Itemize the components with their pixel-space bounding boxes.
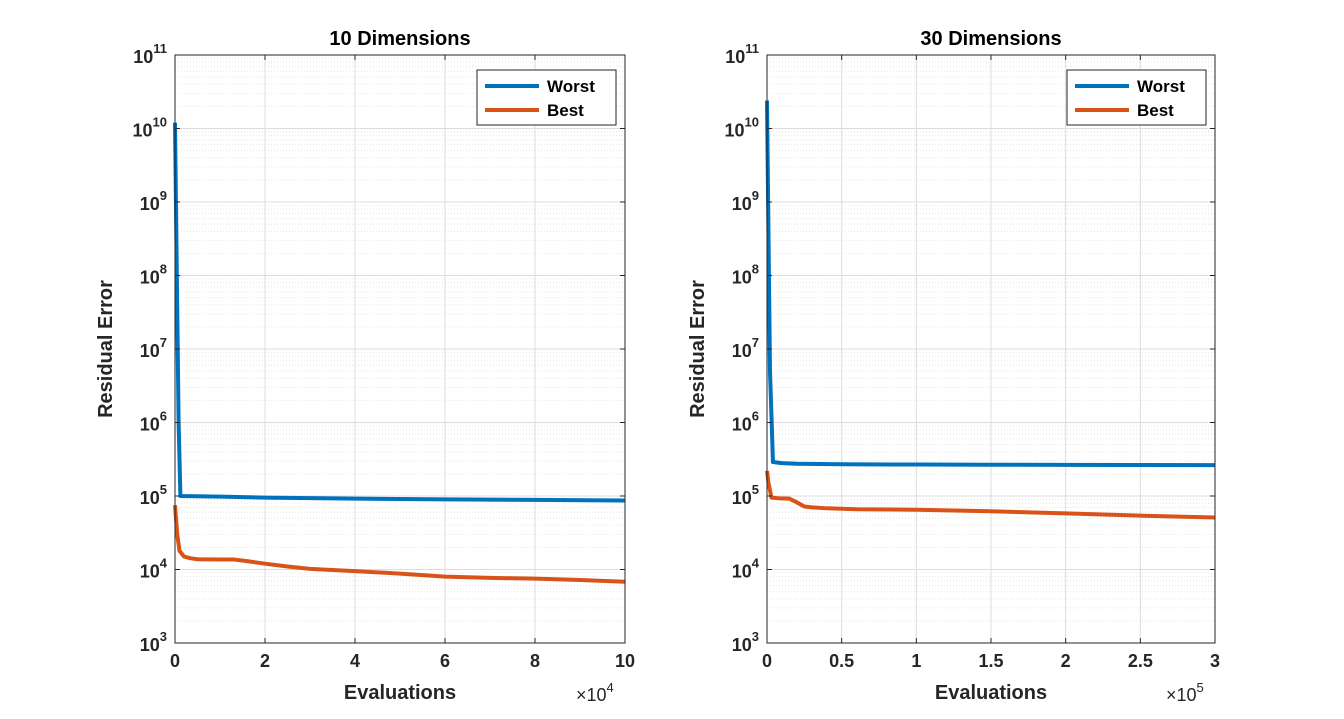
- x-tick-label: 3: [1210, 651, 1220, 671]
- y-tick-label: 105: [732, 482, 759, 508]
- y-axis-label: Residual Error: [95, 280, 117, 418]
- x-axis-multiplier: ×105: [1166, 680, 1204, 705]
- x-axis-label: Evaluations: [344, 682, 456, 704]
- y-tick-base: 10: [133, 47, 153, 67]
- y-tick-exponent: 10: [745, 115, 759, 130]
- y-tick-label: 106: [140, 409, 167, 435]
- legend-label-worst: Worst: [1137, 77, 1185, 96]
- chart-title: 10 Dimensions: [329, 28, 470, 50]
- x-tick-label: 6: [440, 651, 450, 671]
- y-axis-label: Residual Error: [687, 280, 709, 418]
- x-tick-label: 10: [615, 651, 635, 671]
- x-multiplier-exponent: 4: [607, 680, 614, 695]
- y-tick-label: 109: [140, 188, 167, 214]
- grid: [174, 54, 626, 644]
- y-tick-exponent: 8: [752, 262, 759, 277]
- y-tick-base: 10: [732, 562, 752, 582]
- y-tick-base: 10: [732, 194, 752, 214]
- y-tick-label: 103: [732, 629, 759, 655]
- y-tick-exponent: 5: [160, 482, 167, 497]
- y-tick-exponent: 7: [160, 335, 167, 350]
- legend-label-best: Best: [1137, 101, 1174, 120]
- y-tick-label: 105: [140, 482, 167, 508]
- x-multiplier-exponent: 5: [1197, 680, 1204, 695]
- y-tick-exponent: 5: [752, 482, 759, 497]
- y-tick-base: 10: [732, 635, 752, 655]
- x-tick-label: 8: [530, 651, 540, 671]
- x-multiplier-base: ×10: [576, 685, 607, 705]
- y-tick-exponent: 3: [752, 629, 759, 644]
- y-tick-base: 10: [140, 341, 160, 361]
- y-tick-label: 108: [140, 262, 167, 288]
- y-tick-label: 1011: [133, 41, 167, 67]
- y-tick-exponent: 6: [160, 409, 167, 424]
- y-tick-label: 107: [140, 335, 167, 361]
- y-tick-label: 1010: [725, 115, 760, 141]
- y-tick-base: 10: [140, 194, 160, 214]
- y-tick-exponent: 8: [160, 262, 167, 277]
- y-tick-base: 10: [725, 121, 745, 141]
- x-tick-label: 4: [350, 651, 360, 671]
- y-tick-base: 10: [732, 415, 752, 435]
- y-tick-base: 10: [140, 268, 160, 288]
- y-tick-base: 10: [140, 415, 160, 435]
- y-tick-label: 104: [732, 556, 760, 582]
- series-line-worst: [173, 122, 626, 503]
- x-tick-label: 2: [1061, 651, 1071, 671]
- y-tick-exponent: 4: [160, 556, 168, 571]
- x-tick-label: 2: [260, 651, 270, 671]
- y-tick-exponent: 11: [745, 41, 759, 56]
- y-tick-exponent: 10: [153, 115, 167, 130]
- legend-box: [1066, 69, 1207, 126]
- y-tick-base: 10: [732, 341, 752, 361]
- y-tick-base: 10: [732, 268, 752, 288]
- y-tick-base: 10: [133, 121, 153, 141]
- y-tick-label: 106: [732, 409, 759, 435]
- y-tick-base: 10: [140, 488, 160, 508]
- series-line-best: [173, 505, 626, 584]
- x-tick-label: 1.5: [978, 651, 1003, 671]
- x-tick-label: 0.5: [829, 651, 854, 671]
- legend-label-best: Best: [547, 101, 584, 120]
- y-tick-exponent: 7: [752, 335, 759, 350]
- y-tick-base: 10: [732, 488, 752, 508]
- y-tick-base: 10: [140, 562, 160, 582]
- y-tick-label: 1010: [133, 115, 168, 141]
- y-tick-label: 109: [732, 188, 759, 214]
- legend-label-worst: Worst: [547, 77, 595, 96]
- y-tick-base: 10: [725, 47, 745, 67]
- x-tick-label: 0: [170, 651, 180, 671]
- y-tick-label: 107: [732, 335, 759, 361]
- x-tick-label: 0: [762, 651, 772, 671]
- chart-2: 0 0.5 1 1.5 2 2.5 3103104105106107108109101010…: [687, 28, 1220, 705]
- series-line-best: [765, 470, 1216, 520]
- y-tick-base: 10: [140, 635, 160, 655]
- y-tick-exponent: 4: [752, 556, 760, 571]
- y-tick-exponent: 6: [752, 409, 759, 424]
- x-axis-multiplier: ×104: [576, 680, 614, 705]
- y-tick-label: 108: [732, 262, 759, 288]
- y-tick-label: 1011: [725, 41, 759, 67]
- series-line-worst: [765, 100, 1216, 468]
- y-tick-label: 103: [140, 629, 167, 655]
- legend: Worst Best: [476, 69, 617, 126]
- y-tick-exponent: 3: [160, 629, 167, 644]
- legend: Worst Best: [1066, 69, 1207, 126]
- x-multiplier-base: ×10: [1166, 685, 1197, 705]
- chart-title: 30 Dimensions: [920, 28, 1061, 50]
- y-tick-exponent: 9: [160, 188, 167, 203]
- y-tick-exponent: 9: [752, 188, 759, 203]
- legend-box: [476, 69, 617, 126]
- y-tick-exponent: 11: [153, 41, 167, 56]
- x-tick-label: 2.5: [1128, 651, 1153, 671]
- x-tick-label: 1: [911, 651, 921, 671]
- x-axis-label: Evaluations: [935, 682, 1047, 704]
- y-tick-label: 104: [140, 556, 168, 582]
